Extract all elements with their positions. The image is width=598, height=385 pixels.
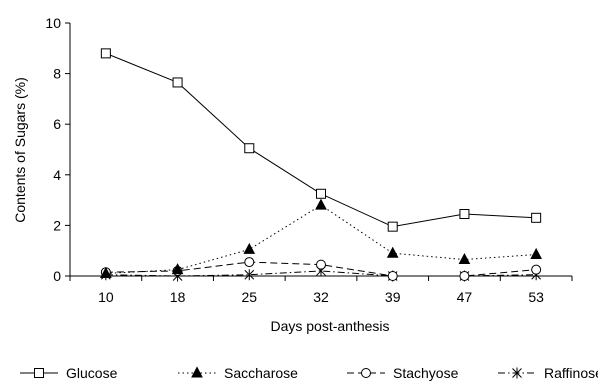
data-point-glucose bbox=[387, 221, 398, 232]
data-point-saccharose bbox=[386, 246, 399, 258]
data-point-saccharose bbox=[243, 242, 256, 254]
y-tick-label: 8 bbox=[53, 66, 61, 82]
x-tick-label: 10 bbox=[98, 289, 114, 305]
data-point-stachyose bbox=[244, 257, 255, 268]
data-point-stachyose bbox=[316, 259, 326, 270]
data-point-stachyose bbox=[459, 271, 470, 281]
legend-marker-glucose bbox=[34, 368, 44, 378]
legend-item-saccharose: Saccharose bbox=[178, 365, 298, 381]
x-ticks: 10 18 25 32 39 47 53 bbox=[69, 276, 573, 305]
legend-label-raffinose: Raffinose bbox=[544, 365, 598, 381]
x-tick-label: 47 bbox=[457, 289, 473, 305]
data-point-glucose bbox=[172, 77, 183, 88]
legend-marker-saccharose bbox=[191, 366, 203, 378]
y-axis-title: Contents of Sugars (%) bbox=[12, 77, 28, 223]
y-tick-label: 6 bbox=[53, 116, 61, 132]
data-point-saccharose bbox=[458, 252, 471, 265]
x-tick-label: 39 bbox=[385, 289, 401, 305]
data-point-saccharose bbox=[530, 247, 542, 259]
legend-item-stachyose: Stachyose bbox=[347, 365, 459, 381]
legend-label-stachyose: Stachyose bbox=[393, 365, 459, 381]
series-stachyose bbox=[100, 257, 542, 281]
legend: Glucose Saccharose Stachyose Raffinose bbox=[20, 365, 598, 381]
series-saccharose bbox=[100, 198, 542, 278]
legend-item-glucose: Glucose bbox=[20, 365, 118, 381]
series-layer bbox=[100, 48, 542, 282]
legend-label-glucose: Glucose bbox=[66, 365, 118, 381]
x-tick-label: 32 bbox=[313, 289, 329, 305]
legend-item-raffinose: Raffinose bbox=[498, 365, 598, 381]
legend-marker-raffinose bbox=[512, 367, 522, 379]
y-ticks: 0 2 4 6 8 10 bbox=[45, 15, 70, 284]
data-point-saccharose bbox=[171, 263, 184, 275]
data-point-glucose bbox=[459, 209, 470, 220]
y-tick-label: 2 bbox=[53, 217, 61, 233]
y-tick-label: 0 bbox=[53, 268, 61, 284]
data-point-glucose bbox=[316, 188, 326, 199]
series-glucose bbox=[100, 48, 542, 232]
x-axis-title: Days post-anthesis bbox=[270, 318, 389, 334]
plot-area: 0 2 4 6 8 10 10 18 25 32 39 47 53 bbox=[45, 15, 573, 305]
data-point-saccharose bbox=[315, 198, 327, 210]
data-point-stachyose bbox=[387, 271, 398, 281]
data-point-glucose bbox=[531, 212, 542, 223]
x-tick-label: 25 bbox=[241, 289, 257, 305]
data-point-raffinose bbox=[244, 269, 255, 281]
data-point-saccharose bbox=[100, 266, 112, 278]
legend-label-saccharose: Saccharose bbox=[224, 365, 298, 381]
legend-marker-stachyose bbox=[361, 368, 371, 378]
x-tick-label: 18 bbox=[170, 289, 186, 305]
y-tick-label: 4 bbox=[53, 167, 61, 183]
data-point-glucose bbox=[100, 48, 111, 59]
x-tick-label: 53 bbox=[528, 289, 544, 305]
data-point-glucose bbox=[244, 143, 255, 154]
data-point-stachyose bbox=[531, 264, 542, 275]
y-tick-label: 10 bbox=[45, 15, 61, 31]
